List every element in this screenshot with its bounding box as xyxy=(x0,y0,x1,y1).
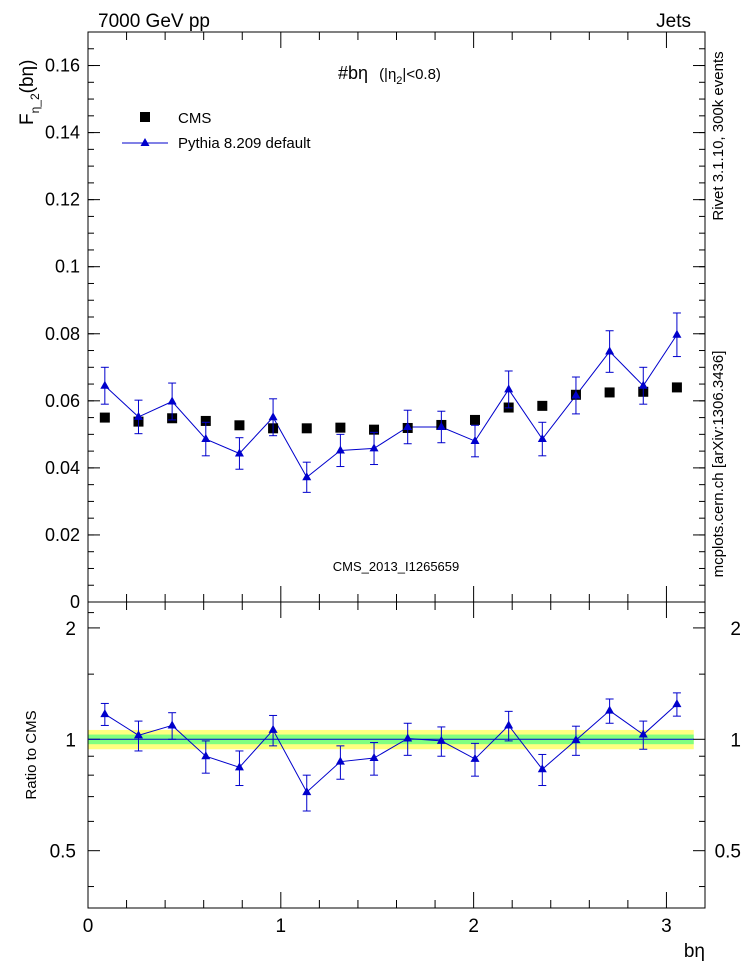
ratio-point xyxy=(268,724,278,733)
main-y-tick-label: 0 xyxy=(70,592,80,612)
pythia-point xyxy=(470,436,480,445)
main-y-tick-label: 0.14 xyxy=(45,123,80,143)
ratio-y-tick-label-right: 0.5 xyxy=(715,842,741,863)
ratio-point xyxy=(605,705,615,714)
plot-title-sub: 2 xyxy=(396,75,402,87)
ratio-point xyxy=(403,733,413,742)
main-y-tick-label: 0.1 xyxy=(55,257,80,277)
legend-pythia-label: Pythia 8.209 default xyxy=(178,135,311,152)
cms-point xyxy=(200,415,211,426)
main-y-axis: 0 0.02 0.04 0.06 0.08 0.1 0.12 0.14 0.16 xyxy=(45,48,705,612)
ratio-point xyxy=(234,762,244,771)
ratio-y-tick-label: 2 xyxy=(65,619,76,640)
cms-point xyxy=(369,424,380,435)
ratio-point xyxy=(504,720,514,729)
ratio-point xyxy=(167,720,177,729)
header-left: 7000 GeV pp xyxy=(98,11,210,32)
x-tick-label: 1 xyxy=(276,916,287,937)
cms-point xyxy=(537,400,548,411)
rivet-label: Rivet 3.1.10, 300k events xyxy=(710,51,727,220)
pythia-point xyxy=(605,346,615,355)
ratio-point xyxy=(100,709,110,718)
ratio-y-axis: 0.5 0.5 1 1 2 2 xyxy=(50,612,741,888)
main-y-tick-label: 0.04 xyxy=(45,458,80,478)
pythia-point xyxy=(638,380,648,389)
pythia-point xyxy=(571,390,581,399)
pythia-point xyxy=(201,434,211,443)
ratio-point xyxy=(470,753,480,762)
ratio-plot-frame xyxy=(87,601,706,909)
legend-pythia-marker xyxy=(140,138,150,146)
cms-point xyxy=(469,414,480,425)
analysis-watermark: CMS_2013_I1265659 xyxy=(333,559,460,574)
main-series xyxy=(99,312,682,493)
cms-point xyxy=(335,422,346,433)
pythia-point xyxy=(234,448,244,457)
ratio-point xyxy=(369,753,379,762)
ratio-point xyxy=(672,699,682,708)
x-tick-label: 2 xyxy=(468,916,479,937)
pythia-point xyxy=(403,421,413,430)
legend: CMS Pythia 8.209 default xyxy=(122,110,311,152)
pythia-point xyxy=(335,445,345,454)
pythia-point xyxy=(302,472,312,481)
pythia-point xyxy=(537,434,547,443)
x-axis-label: bη xyxy=(684,941,705,962)
pythia-line xyxy=(104,334,678,479)
x-tick-label: 0 xyxy=(83,916,94,937)
ratio-y-tick-label-right: 2 xyxy=(730,619,741,640)
legend-cms-label: CMS xyxy=(178,110,211,127)
plot-title: #bη (|η2|<0.8) xyxy=(338,63,441,87)
plot-title-paren: (|η xyxy=(379,66,396,83)
cms-point xyxy=(604,387,615,398)
pythia-point xyxy=(167,396,177,405)
main-y-label-base: F xyxy=(17,113,38,125)
main-y-tick-label: 0.08 xyxy=(45,324,80,344)
ratio-series xyxy=(100,692,682,812)
mcplots-label: mcplots.cern.ch [arXiv:1306.3436] xyxy=(710,351,727,578)
main-y-tick-label: 0.16 xyxy=(45,56,80,76)
main-y-label-sub: η_2 xyxy=(28,93,42,113)
ratio-y-label: Ratio to CMS xyxy=(23,710,40,799)
pythia-point xyxy=(133,411,143,420)
pythia-point xyxy=(672,329,682,338)
pythia-point xyxy=(268,412,278,421)
ratio-y-tick-label-right: 1 xyxy=(730,730,741,751)
header-right: Jets xyxy=(656,11,691,32)
ratio-point xyxy=(571,735,581,744)
main-y-tick-label: 0.12 xyxy=(45,190,80,210)
ratio-point xyxy=(302,787,312,796)
ratio-point xyxy=(201,751,211,760)
pythia-point xyxy=(436,421,446,430)
plot-title-rest: |<0.8) xyxy=(402,66,441,83)
pythia-point xyxy=(100,380,110,389)
ratio-y-tick-label: 1 xyxy=(65,730,76,751)
ratio-y-tick-label: 0.5 xyxy=(50,842,76,863)
main-y-label-rest: (bη) xyxy=(17,60,38,94)
cms-point xyxy=(671,382,682,393)
pythia-point xyxy=(504,384,514,393)
ratio-point xyxy=(335,756,345,765)
ratio-point xyxy=(133,730,143,739)
pythia-point xyxy=(369,443,379,452)
x-axis: 0 1 2 3 xyxy=(83,32,672,937)
x-tick-label: 3 xyxy=(661,916,672,937)
legend-cms-marker xyxy=(140,112,150,122)
plot-title-main: #bη xyxy=(338,63,368,83)
cms-point xyxy=(234,420,245,431)
main-y-tick-label: 0.02 xyxy=(45,525,80,545)
main-y-tick-label: 0.06 xyxy=(45,391,80,411)
cms-point xyxy=(99,412,110,423)
main-y-label: Fη_2(bη) xyxy=(17,60,42,125)
ratio-point xyxy=(537,764,547,773)
ratio-point xyxy=(436,735,446,744)
ratio-line xyxy=(104,703,678,793)
cms-point xyxy=(301,423,312,434)
ratio-point xyxy=(638,729,648,738)
